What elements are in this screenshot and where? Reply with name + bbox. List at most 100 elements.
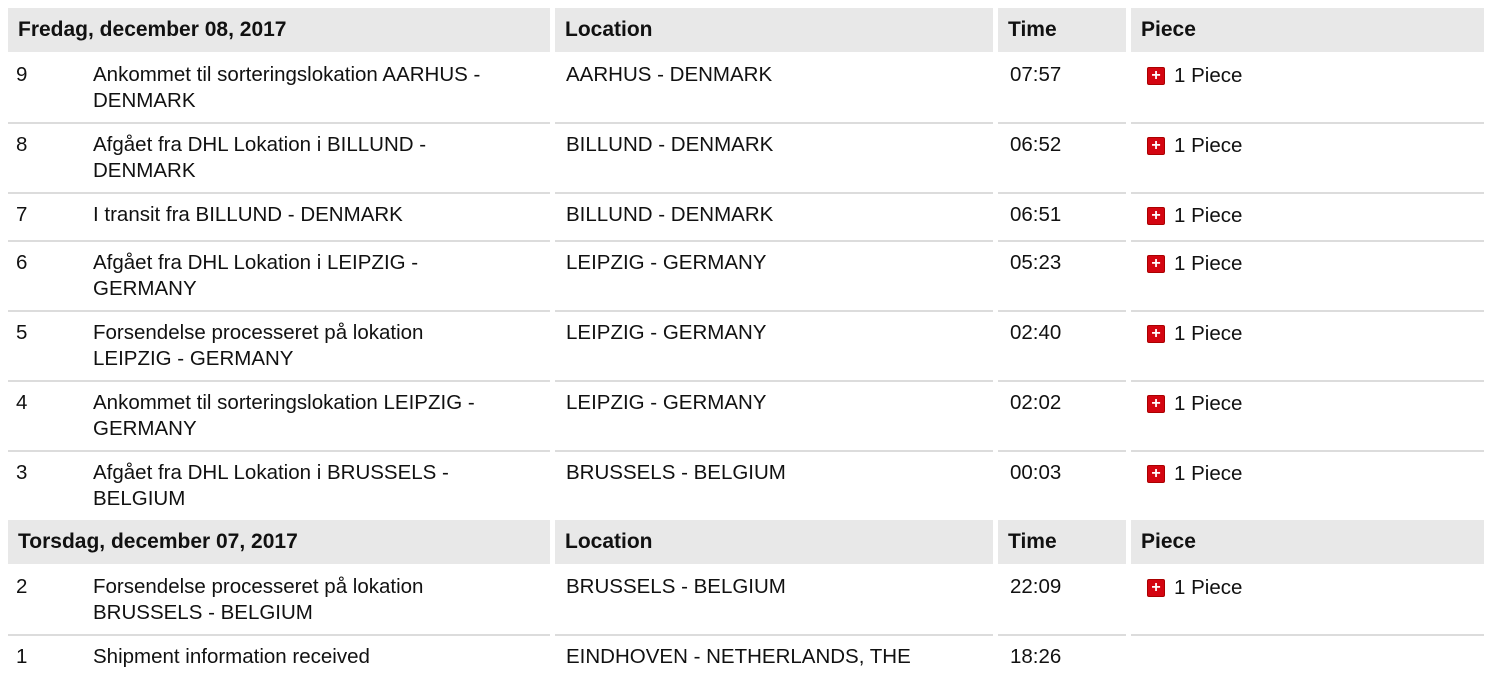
event-description: Afgået fra DHL Lokation i LEIPZIG - [93, 251, 419, 274]
event-description: Afgået fra DHL Lokation i BRUSSELS - [93, 461, 449, 484]
event-time: 06:52 [1010, 133, 1062, 156]
row-divider [78, 380, 550, 382]
event-time: 06:51 [1010, 203, 1062, 226]
row-divider [78, 634, 550, 636]
row-divider [555, 192, 993, 194]
row-divider [555, 450, 993, 452]
event-time: 00:03 [1010, 461, 1062, 484]
row-divider [1131, 240, 1484, 242]
piece-toggle[interactable]: +1 Piece [1147, 392, 1242, 416]
row-divider [78, 192, 550, 194]
row-number: 2 [16, 575, 28, 598]
piece-toggle[interactable]: +1 Piece [1147, 252, 1242, 276]
date-header: Fredag, december 08, 2017 [8, 8, 550, 52]
row-number: 7 [16, 203, 28, 226]
row-number: 1 [16, 645, 28, 668]
row-number: 9 [16, 63, 28, 86]
event-time: 22:09 [1010, 575, 1062, 598]
row-number: 4 [16, 391, 28, 414]
piece-toggle[interactable]: +1 Piece [1147, 134, 1242, 158]
event-time: 07:57 [1010, 63, 1062, 86]
row-divider [998, 450, 1126, 452]
piece-toggle[interactable]: +1 Piece [1147, 576, 1242, 600]
plus-square-icon[interactable]: + [1147, 465, 1165, 483]
piece-count[interactable]: 1 Piece [1174, 134, 1243, 157]
event-location: BILLUND - DENMARK [566, 203, 774, 226]
row-divider [555, 380, 993, 382]
plus-square-icon[interactable]: + [1147, 255, 1165, 273]
piece-toggle[interactable]: +1 Piece [1147, 204, 1242, 228]
plus-square-icon[interactable]: + [1147, 207, 1165, 225]
event-description: Forsendelse processeret på lokation [93, 321, 424, 344]
row-divider [1131, 192, 1484, 194]
row-divider [1131, 450, 1484, 452]
piece-count[interactable]: 1 Piece [1174, 576, 1243, 599]
row-divider [555, 310, 993, 312]
event-time: 18:26 [1010, 645, 1062, 668]
plus-square-icon[interactable]: + [1147, 67, 1165, 85]
row-divider [78, 310, 550, 312]
event-description: Forsendelse processeret på lokation [93, 575, 424, 598]
row-divider [555, 122, 993, 124]
row-divider [998, 380, 1126, 382]
event-description: Ankommet til sorteringslokation AARHUS - [93, 63, 481, 86]
event-description: DENMARK [93, 159, 196, 182]
event-location: EINDHOVEN - NETHERLANDS, THE [566, 645, 911, 668]
piece-header: Piece [1131, 520, 1484, 564]
event-description: Afgået fra DHL Lokation i BILLUND - [93, 133, 427, 156]
row-divider [8, 240, 78, 242]
event-description: GERMANY [93, 417, 197, 440]
plus-square-icon[interactable]: + [1147, 579, 1165, 597]
row-number: 6 [16, 251, 28, 274]
row-number: 3 [16, 461, 28, 484]
time-header: Time [998, 8, 1126, 52]
event-description: BRUSSELS - BELGIUM [93, 601, 313, 624]
piece-count[interactable]: 1 Piece [1174, 462, 1243, 485]
row-divider [555, 240, 993, 242]
row-divider [8, 450, 78, 452]
row-divider [8, 122, 78, 124]
event-location: LEIPZIG - GERMANY [566, 251, 767, 274]
row-divider [998, 240, 1126, 242]
piece-count[interactable]: 1 Piece [1174, 252, 1243, 275]
row-divider [8, 380, 78, 382]
row-divider [1131, 122, 1484, 124]
piece-count[interactable]: 1 Piece [1174, 392, 1243, 415]
event-location: BILLUND - DENMARK [566, 133, 774, 156]
event-time: 02:40 [1010, 321, 1062, 344]
piece-count[interactable]: 1 Piece [1174, 322, 1243, 345]
event-time: 05:23 [1010, 251, 1062, 274]
date-header: Torsdag, december 07, 2017 [8, 520, 550, 564]
event-location: AARHUS - DENMARK [566, 63, 773, 86]
piece-count[interactable]: 1 Piece [1174, 204, 1243, 227]
event-description: LEIPZIG - GERMANY [93, 347, 294, 370]
event-description: Shipment information received [93, 645, 370, 668]
row-divider [78, 122, 550, 124]
row-divider [8, 192, 78, 194]
event-location: BRUSSELS - BELGIUM [566, 575, 786, 598]
event-description: GERMANY [93, 277, 197, 300]
row-divider [555, 634, 993, 636]
plus-square-icon[interactable]: + [1147, 395, 1165, 413]
event-description: I transit fra BILLUND - DENMARK [93, 203, 403, 226]
row-divider [998, 310, 1126, 312]
event-location: BRUSSELS - BELGIUM [566, 461, 786, 484]
row-divider [998, 192, 1126, 194]
row-divider [1131, 380, 1484, 382]
row-divider [998, 634, 1126, 636]
piece-toggle[interactable]: +1 Piece [1147, 322, 1242, 346]
piece-toggle[interactable]: +1 Piece [1147, 462, 1242, 486]
event-time: 02:02 [1010, 391, 1062, 414]
plus-square-icon[interactable]: + [1147, 325, 1165, 343]
row-divider [8, 634, 78, 636]
plus-square-icon[interactable]: + [1147, 137, 1165, 155]
time-header: Time [998, 520, 1126, 564]
piece-header: Piece [1131, 8, 1484, 52]
piece-toggle[interactable]: +1 Piece [1147, 64, 1242, 88]
row-divider [1131, 310, 1484, 312]
event-location: LEIPZIG - GERMANY [566, 321, 767, 344]
row-divider [8, 310, 78, 312]
location-header: Location [555, 520, 993, 564]
piece-count[interactable]: 1 Piece [1174, 64, 1243, 87]
